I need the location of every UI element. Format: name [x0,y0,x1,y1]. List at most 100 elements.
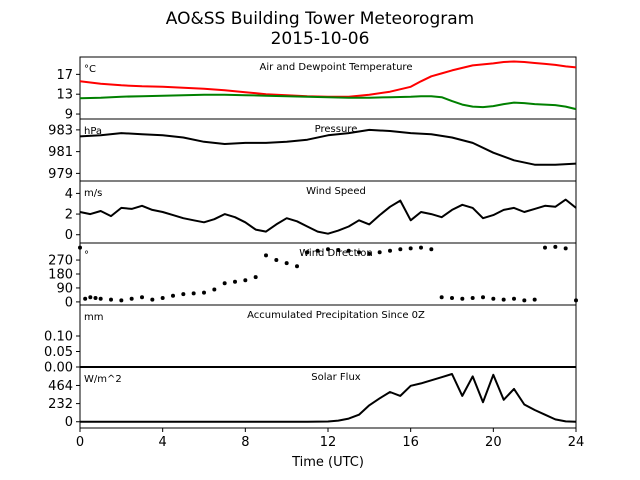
wind-direction-point [140,295,144,300]
wind-direction-point [439,295,444,300]
x-axis-label: Time (UTC) [291,455,364,470]
wind-direction-point [553,244,558,249]
wind-direction-point [93,296,98,301]
wind-direction-point [512,296,516,301]
wind-direction-point [501,297,506,302]
wind-direction-point [346,248,351,253]
y-tick-label: 232 [48,397,73,412]
panel-title: Air and Dewpoint Temperature [260,62,413,73]
panel-unit: ° [84,250,89,261]
wind-direction-point [253,275,258,280]
wind-direction-point [88,295,93,300]
wind-direction-point [470,296,475,301]
wind-direction-point [160,296,165,301]
panel-unit: °C [84,64,96,75]
panel-2: Pressure hPa 979 981 983 [48,118,577,182]
wind-direction-point [109,297,113,302]
panel-6: Solar Flux W/m^2 0 232 464 [48,366,577,430]
wind-direction-point [212,287,217,292]
panels-group: Air and Dewpoint Temperature °C 9 13 17 Press… [44,56,578,430]
series-line-2 [79,93,577,111]
y-tick-label: 0.10 [44,330,73,345]
wind-direction-point [563,246,568,251]
y-tick-label: 979 [48,167,73,182]
series-line-1 [79,128,577,166]
x-tick-label: 20 [485,435,502,450]
wind-direction-point [398,247,403,252]
y-tick-label: 0 [65,295,73,310]
y-tick-label: 464 [48,379,73,394]
x-tick-label: 12 [320,435,337,450]
wind-direction-point [222,281,227,286]
panel-unit: W/m^2 [84,374,122,385]
panel-1: Air and Dewpoint Temperature °C 9 13 17 [56,56,577,123]
wind-direction-point [388,248,392,253]
panel-title: Wind Direction [299,248,373,259]
wind-direction-point [150,297,155,302]
x-tick-label: 4 [159,435,167,450]
wind-direction-point [274,258,279,263]
wind-direction-point [377,250,382,255]
wind-direction-point [191,291,196,296]
wind-direction-point [98,296,103,301]
panel-title: Wind Speed [306,186,366,197]
wind-direction-point [336,247,341,252]
wind-direction-point [83,296,88,301]
wind-direction-point [460,296,465,301]
wind-direction-point [326,247,330,252]
y-tick-label: 0.00 [44,361,73,376]
x-tick-label: 24 [568,435,585,450]
panel-title: Accumulated Precipitation Since 0Z [247,310,425,321]
wind-direction-point [574,298,578,303]
wind-direction-point [522,298,527,303]
wind-direction-point [129,296,134,301]
panel-title: Pressure [315,124,358,135]
y-tick-label: 9 [65,108,73,123]
panel-unit: hPa [84,126,102,137]
wind-direction-point [408,246,413,251]
y-tick-label: 981 [48,145,73,160]
panel-5: Accumulated Precipitation Since 0Z mm 0.00… [44,304,577,376]
y-tick-label: 13 [56,88,73,103]
wind-direction-point [202,290,206,295]
wind-direction-point [78,245,82,250]
wind-direction-point [295,264,299,269]
y-tick-label: 2 [65,208,73,223]
figure-date: 2015-10-06 [271,29,370,49]
series-line-1 [79,198,577,235]
wind-direction-point [532,297,537,302]
y-tick-label: 17 [56,68,73,83]
wind-direction-point [305,250,310,255]
y-tick-label: 0 [65,415,73,430]
wind-direction-point [284,261,289,266]
wind-direction-point [315,248,320,253]
y-tick-label: 270 [48,254,73,269]
y-tick-label: 0 [65,228,73,243]
x-axis: 0 4 8 12 16 20 24 [76,428,584,450]
wind-direction-point [419,245,423,250]
wind-direction-point [429,247,434,252]
wind-direction-point [450,296,454,301]
x-tick-label: 8 [241,435,249,450]
figure-title: AO&SS Building Tower Meteorogram [166,9,474,29]
wind-direction-point [264,253,268,258]
y-tick-label: 180 [48,268,73,283]
wind-direction-point [357,250,361,255]
series-line-1 [79,60,577,98]
series-line-1 [80,373,577,423]
x-tick-label: 16 [402,435,419,450]
panel-unit: m/s [84,188,102,199]
y-tick-label: 0.05 [44,345,73,360]
wind-direction-point [119,298,124,303]
wind-direction-point [233,279,237,284]
y-tick-label: 90 [56,281,73,296]
wind-direction-point [243,278,248,283]
wind-direction-point [171,293,175,298]
wind-direction-point [543,245,547,250]
panel-title: Solar Flux [311,372,361,383]
x-tick-label: 0 [76,435,84,450]
wind-direction-point [367,251,372,256]
panel-unit: mm [84,312,103,323]
